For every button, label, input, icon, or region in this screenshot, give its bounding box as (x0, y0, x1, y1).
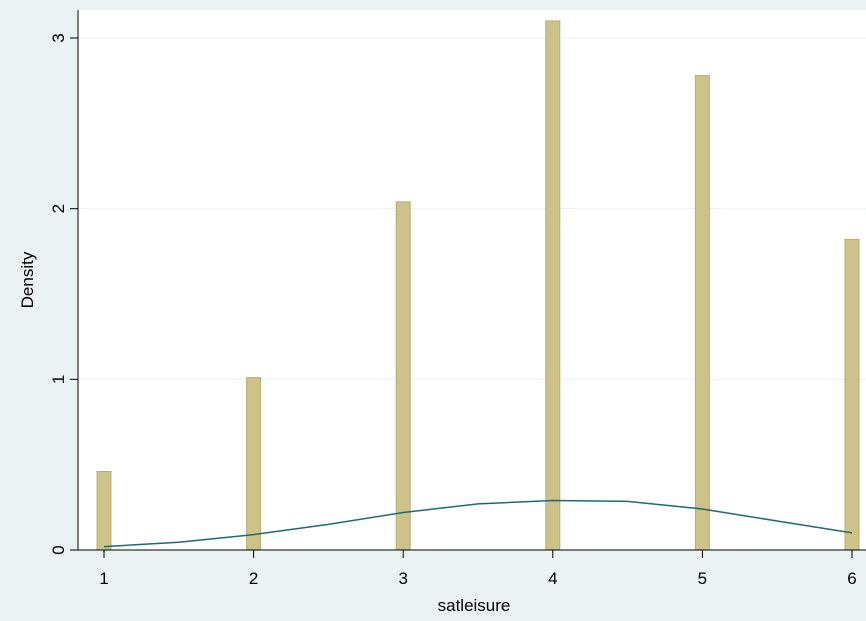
histogram-bar (96, 470, 112, 551)
y-tick-label: 3 (49, 33, 68, 42)
y-axis-title: Density (18, 251, 37, 308)
y-ticks: 0 1 2 3 (49, 33, 78, 555)
y-tick-label: 2 (49, 204, 68, 213)
y-tick-label: 0 (49, 545, 68, 554)
histogram-bar (246, 377, 262, 551)
x-tick-label: 1 (99, 569, 108, 588)
x-axis-title: satleisure (438, 596, 511, 615)
x-ticks: 1 2 3 4 5 6 (99, 550, 857, 588)
x-tick-label: 4 (548, 569, 557, 588)
x-tick-label: 2 (249, 569, 258, 588)
histogram-bar (545, 20, 561, 551)
bars (96, 20, 860, 551)
histogram-bar (694, 75, 710, 551)
x-tick-label: 6 (847, 569, 856, 588)
y-tick-label: 1 (49, 375, 68, 384)
plot-area (78, 10, 866, 550)
x-tick-label: 5 (698, 569, 707, 588)
histogram-bar (395, 201, 411, 551)
histogram-bar (844, 238, 860, 551)
x-tick-label: 3 (398, 569, 407, 588)
density-curve (103, 499, 853, 548)
